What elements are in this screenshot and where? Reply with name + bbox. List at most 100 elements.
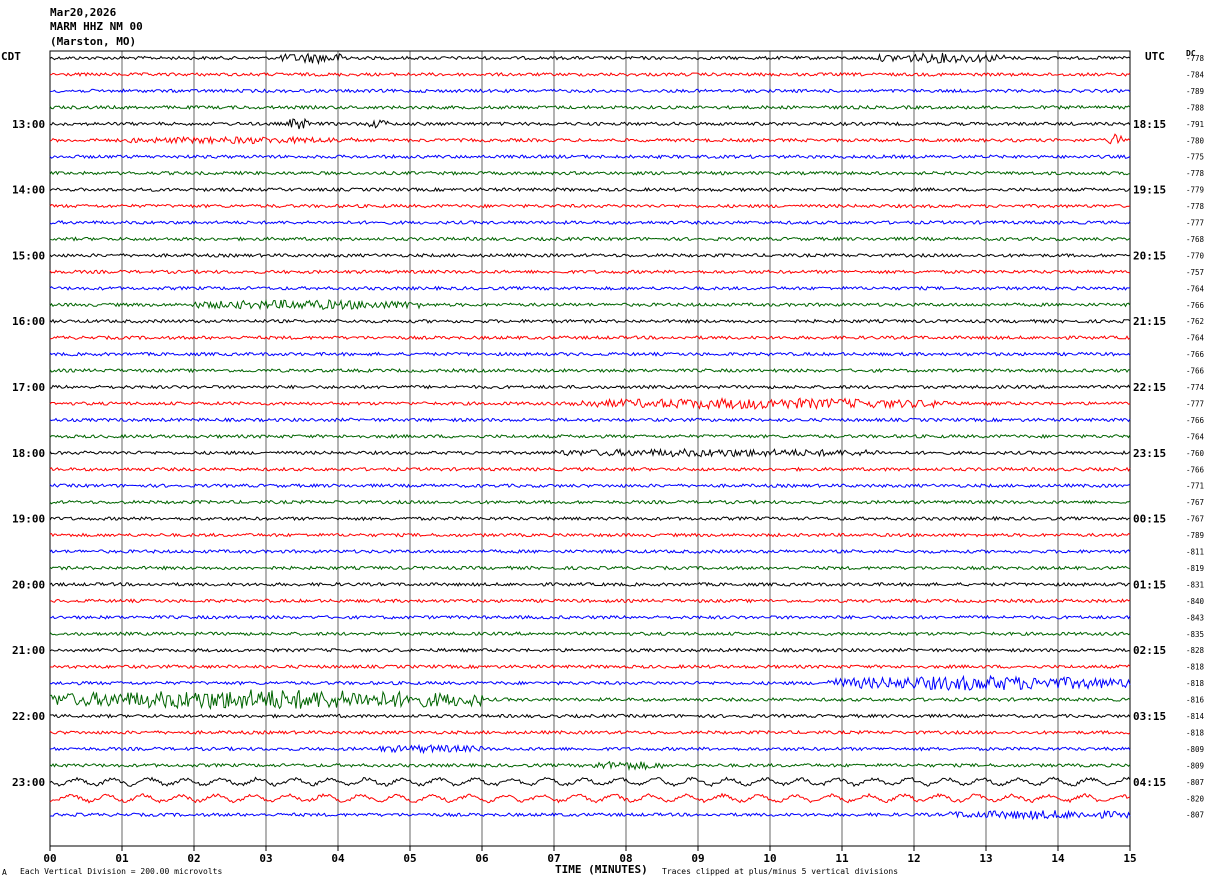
scale-note: Each Vertical Division = 200.00 microvol… (20, 867, 223, 876)
cdt-hour-label: 17:00 (12, 381, 45, 394)
seismic-trace (49, 614, 1131, 620)
station-location: (Marston, MO) (50, 35, 137, 48)
seismic-trace (49, 631, 1131, 637)
dc-offset-label: -764 (1186, 432, 1205, 441)
seismic-trace (49, 351, 1131, 357)
dc-offset-label: -766 (1186, 416, 1205, 425)
seismic-trace (49, 335, 1131, 341)
dc-offset-label: -789 (1186, 531, 1204, 540)
dc-offset-label: -764 (1186, 284, 1205, 293)
seismic-trace (49, 384, 1131, 390)
seismic-trace (49, 252, 1131, 258)
x-axis-title: TIME (MINUTES) (555, 863, 648, 876)
dc-offset-label: -778 (1186, 54, 1205, 63)
cdt-hour-label: 23:00 (12, 776, 45, 789)
cdt-hour-label: 21:00 (12, 644, 45, 657)
utc-hour-label: 23:15 (1133, 447, 1166, 460)
cdt-hour-label: 19:00 (12, 513, 45, 526)
seismic-trace (49, 269, 1131, 275)
utc-hour-label: 22:15 (1133, 381, 1166, 394)
utc-hour-label: 02:15 (1133, 644, 1166, 657)
seismic-trace (49, 515, 1131, 522)
dc-offset-label: -840 (1186, 597, 1205, 606)
seismic-trace (49, 170, 1131, 176)
dc-offset-label: -807 (1186, 811, 1204, 820)
dc-offset-label: -807 (1186, 778, 1204, 787)
utc-hour-label: 19:15 (1133, 184, 1166, 197)
utc-hour-label: 20:15 (1133, 249, 1166, 262)
dc-offset-label: -766 (1186, 301, 1205, 310)
dc-offset-label: -818 (1186, 728, 1205, 737)
seismic-trace (49, 713, 1131, 719)
x-tick-label: 11 (835, 852, 849, 865)
x-tick-label: 03 (259, 852, 272, 865)
seismic-trace (49, 396, 1131, 411)
dc-offset-label: -778 (1186, 169, 1205, 178)
seismic-trace (49, 760, 1131, 772)
seismic-trace (49, 532, 1131, 538)
clip-note: Traces clipped at plus/minus 5 vertical … (662, 867, 899, 876)
dc-offset-label: -789 (1186, 87, 1204, 96)
dc-offset-label: -777 (1186, 399, 1204, 408)
x-tick-label: 04 (331, 852, 345, 865)
plot-date: Mar20,2026 (50, 6, 117, 19)
dc-offset-label: -814 (1186, 712, 1205, 721)
seismic-trace (49, 203, 1131, 209)
seismic-trace (49, 729, 1131, 735)
seismic-trace (49, 689, 1131, 711)
seismic-trace (49, 447, 1131, 458)
seismic-trace (49, 417, 1131, 423)
utc-hour-label: 21:15 (1133, 315, 1166, 328)
dc-offset-label: -780 (1186, 136, 1205, 145)
seismic-trace (49, 466, 1131, 472)
right-timezone-label: UTC (1145, 50, 1165, 63)
left-timezone-label: CDT (1, 50, 21, 63)
dc-offset-label: -831 (1186, 580, 1204, 589)
utc-hour-label: 04:15 (1133, 776, 1166, 789)
corner-mark: A (2, 868, 7, 877)
seismic-trace (49, 499, 1131, 505)
seismic-trace (49, 71, 1131, 77)
seismic-trace (49, 581, 1130, 588)
cdt-hour-label: 18:00 (12, 447, 45, 460)
cdt-hour-label: 14:00 (12, 184, 45, 197)
dc-offset-label: -766 (1186, 350, 1205, 359)
dc-label: DC (1186, 49, 1196, 58)
seismic-trace (49, 133, 1131, 146)
dc-offset-label: -757 (1186, 268, 1204, 277)
dc-offset-label: -777 (1186, 219, 1204, 228)
x-tick-label: 07 (547, 852, 560, 865)
seismic-trace (49, 104, 1131, 110)
dc-offset-label: -791 (1186, 120, 1204, 129)
dc-offset-label: -767 (1186, 498, 1204, 507)
x-tick-label: 01 (115, 852, 129, 865)
utc-hour-label: 01:15 (1133, 578, 1166, 591)
dc-offset-label: -820 (1186, 794, 1205, 803)
cdt-hour-label: 13:00 (12, 118, 45, 131)
x-tick-label: 00 (43, 852, 56, 865)
dc-offset-label: -811 (1186, 548, 1204, 557)
dc-offset-label: -766 (1186, 367, 1205, 376)
x-tick-label: 05 (403, 852, 416, 865)
dc-offset-label: -818 (1186, 679, 1205, 688)
dc-offset-label: -809 (1186, 761, 1204, 770)
x-tick-label: 08 (619, 852, 632, 865)
seismic-trace (49, 88, 1131, 94)
seismic-trace (49, 809, 1131, 821)
x-tick-label: 14 (1051, 852, 1065, 865)
dc-offset-label: -762 (1186, 317, 1204, 326)
seismic-trace (49, 186, 1131, 193)
cdt-hour-label: 22:00 (12, 710, 45, 723)
dc-offset-label: -819 (1186, 564, 1204, 573)
seismic-trace (49, 367, 1131, 374)
seismic-trace (49, 154, 1131, 160)
seismic-trace (49, 674, 1131, 692)
dc-offset-label: -788 (1186, 103, 1205, 112)
utc-hour-label: 03:15 (1133, 710, 1166, 723)
seismic-trace (49, 483, 1131, 489)
x-tick-label: 09 (691, 852, 704, 865)
seismic-trace (49, 219, 1131, 225)
x-tick-label: 02 (187, 852, 200, 865)
x-tick-label: 13 (979, 852, 992, 865)
